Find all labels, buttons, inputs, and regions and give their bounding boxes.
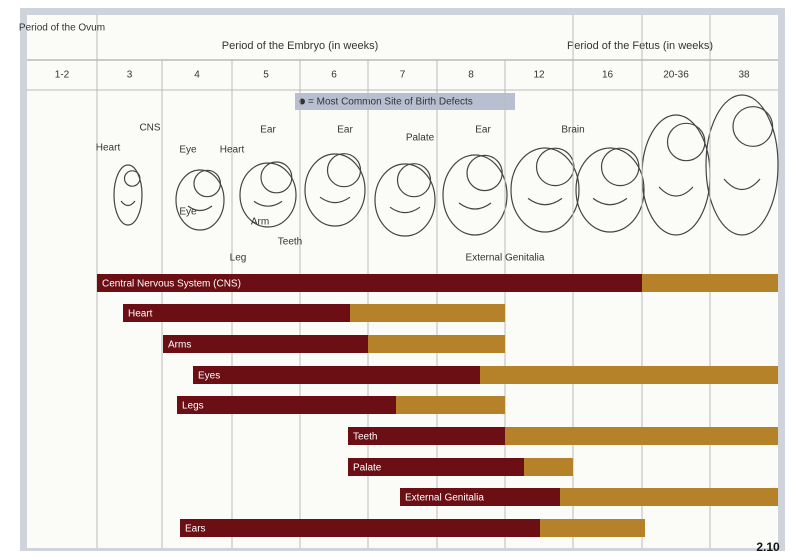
embryo-outline [575,147,645,233]
embryo-head [732,106,774,147]
annotation: Leg [230,253,247,264]
embryo-header: Period of the Embryo (in weeks) [222,40,379,52]
bar-label: Legs [182,401,204,412]
bar-label: Teeth [353,432,377,443]
embryo-limb [187,205,213,212]
annotation: Eye [179,145,197,156]
embryo-head [260,161,293,194]
bar-light [480,366,778,384]
bar-light [350,304,505,322]
annotation: Ear [475,125,491,136]
embryo-limb [319,196,351,204]
annotation: Eye [179,207,197,218]
embryo-outline [113,164,143,226]
annotation: Heart [96,143,121,154]
annotation: Heart [220,145,245,156]
embryo-head [535,147,575,187]
bar-light [396,396,505,414]
bar-light [642,274,778,292]
bar-dark [348,427,505,445]
annotation: Brain [561,125,584,136]
bar-label: External Genitalia [405,493,484,504]
bar-label: Central Nervous System (CNS) [102,279,241,290]
bar-dark [123,304,350,322]
bar-label: Heart [128,309,153,320]
annotation: Arm [251,217,269,228]
week-label: 5 [263,70,269,81]
embryo-head [123,170,141,187]
ovum-header: Period of the Ovum [19,23,105,34]
bar-label: Eyes [198,371,220,382]
fetus-header: Period of the Fetus (in weeks) [567,40,713,52]
bar-dark [180,519,540,537]
embryo-head [466,154,503,192]
annotation: Palate [406,133,435,144]
week-label: 7 [400,70,406,81]
annotation: External Genitalia [466,253,545,264]
bar-dark [348,458,524,476]
embryo-limb [458,202,492,210]
embryo-head [193,169,221,198]
week-label: 3 [127,70,133,81]
embryo-outline [510,147,580,233]
bar-dark [177,396,396,414]
week-label: 8 [468,70,474,81]
embryo-limb [389,206,421,214]
embryo-limb [658,186,694,197]
week-label: 12 [533,70,545,81]
embryo-outline [304,153,366,227]
week-label: 38 [738,70,750,81]
bar-dark [163,335,368,353]
embryo-limb [527,197,563,206]
bar-light [540,519,645,537]
embryo-head [326,153,362,188]
week-label: 1-2 [55,70,70,81]
bar-dark [400,488,560,506]
embryo-outline [374,163,436,237]
embryo-head [396,163,432,198]
annotation: Ear [260,125,276,136]
week-label: 16 [602,70,614,81]
embryo-limb [253,200,283,207]
bar-light [505,427,778,445]
embryo-outline [239,162,297,228]
embryo-outline [705,94,779,236]
embryo-head [600,147,640,187]
bar-light [368,335,505,353]
embryo-head [666,122,706,162]
legend-text: = Most Common Site of Birth Defects [308,97,473,108]
annotation: CNS [139,123,160,134]
bar-dark [97,274,642,292]
embryo-limb [592,197,628,206]
page-number: 2.10 [756,540,780,554]
embryo-drawings [113,94,779,237]
bar-label: Palate [353,463,382,474]
bar-light [560,488,778,506]
bar-dark [193,366,480,384]
bar-label: Arms [168,340,191,351]
embryo-outline [442,154,508,236]
annotation: Ear [337,125,353,136]
week-label: 20-36 [663,70,689,81]
embryo-limb [120,200,136,207]
bar-light [524,458,573,476]
week-label: 4 [194,70,200,81]
embryo-outline [175,169,225,231]
embryo-limb [723,178,761,191]
legend-box [295,93,515,110]
bar-label: Ears [185,524,206,535]
week-label: 6 [331,70,337,81]
annotation: Teeth [278,237,302,248]
